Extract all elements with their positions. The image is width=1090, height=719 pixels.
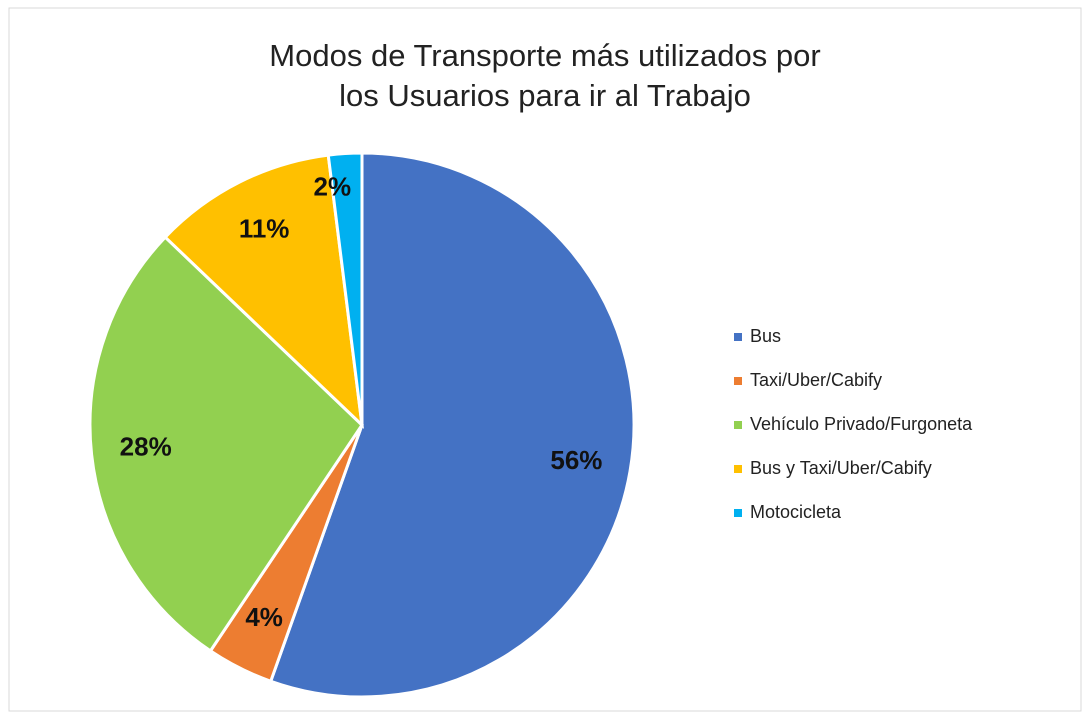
legend-swatch [734,509,742,517]
legend-label: Bus [750,326,781,346]
title-box: Modos de Transporte más utilizados por l… [0,36,1090,116]
value-label: 11% [239,214,290,244]
value-label: 28% [120,432,172,462]
legend-swatch [734,465,742,473]
value-label: 56% [550,445,602,475]
legend-label: Vehículo Privado/Furgoneta [750,414,973,434]
pie-slice [163,153,365,429]
legend-swatch [734,377,742,385]
legend-swatch [734,333,742,341]
legend-label: Bus y Taxi/Uber/Cabify [750,458,932,478]
pie-slice [326,151,364,426]
pie-slice [88,235,364,653]
value-label: 2% [313,172,351,202]
legend-label: Motocicleta [750,502,842,522]
value-label: 4% [245,602,283,632]
pie-slice [268,151,636,699]
chart-title: Modos de Transporte más utilizados por l… [269,38,821,113]
legend-swatch [734,421,742,429]
legend-label: Taxi/Uber/Cabify [750,370,882,390]
